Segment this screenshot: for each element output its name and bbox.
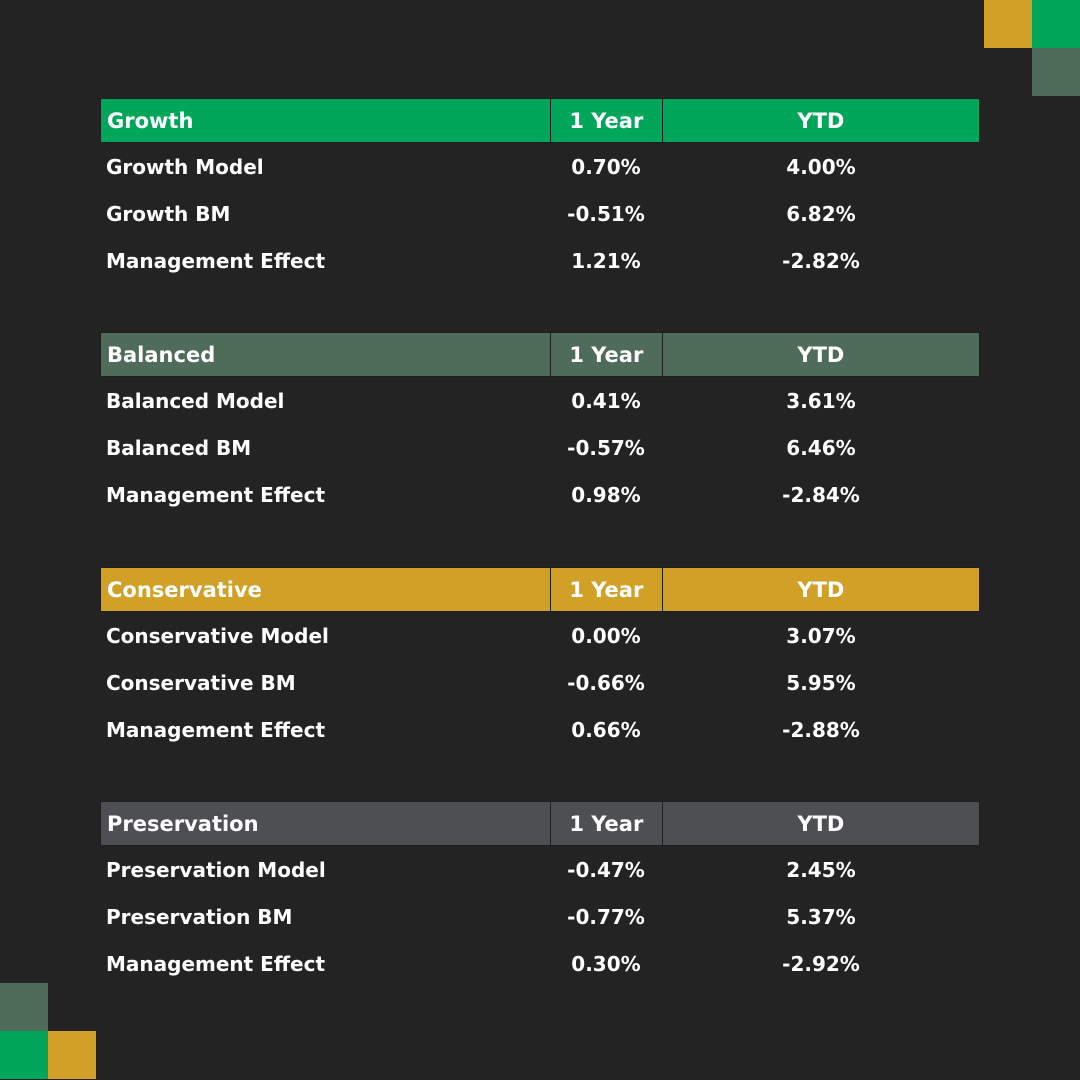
row-label: Preservation Model	[106, 857, 326, 882]
conservative-header-row: Conservative 1 Year YTD	[100, 567, 980, 612]
row-1year-value: -0.51%	[567, 201, 645, 226]
row-1year-value: 0.66%	[571, 717, 641, 742]
row-ytd-value: -2.82%	[782, 248, 860, 273]
table-row: Conservative BM -0.66% 5.95%	[100, 659, 980, 706]
preservation-header-row: Preservation 1 Year YTD	[100, 801, 980, 846]
corner-square-gold	[984, 0, 1032, 48]
row-label: Growth BM	[106, 201, 231, 226]
corner-square-green	[0, 1031, 48, 1079]
row-1year-value: 0.41%	[571, 388, 641, 413]
row-1year-value: -0.66%	[567, 670, 645, 695]
corner-square-green	[1032, 0, 1080, 48]
row-label: Growth Model	[106, 154, 264, 179]
balanced-table: Balanced 1 Year YTD Balanced Model 0.41%…	[100, 332, 980, 518]
row-1year-value: 0.00%	[571, 623, 641, 648]
row-1year-value: -0.47%	[567, 857, 645, 882]
row-label: Conservative Model	[106, 623, 329, 648]
conservative-table: Conservative 1 Year YTD Conservative Mod…	[100, 567, 980, 753]
preservation-table: Preservation 1 Year YTD Preservation Mod…	[100, 801, 980, 987]
table-row: Management Effect 0.30% -2.92%	[100, 940, 980, 987]
table-row: Balanced BM -0.57% 6.46%	[100, 424, 980, 471]
growth-header-row: Growth 1 Year YTD	[100, 98, 980, 143]
row-label: Management Effect	[106, 717, 326, 742]
corner-square-gold	[48, 1031, 96, 1079]
balanced-header-ytd: YTD	[661, 333, 979, 376]
preservation-header-label: Preservation	[107, 811, 259, 836]
row-ytd-value: 6.82%	[786, 201, 856, 226]
growth-header-1year: 1 Year	[549, 99, 662, 142]
balanced-header-label: Balanced	[107, 342, 216, 367]
row-1year-value: 0.70%	[571, 154, 641, 179]
balanced-header-row: Balanced 1 Year YTD	[100, 332, 980, 377]
row-1year-value: -0.57%	[567, 435, 645, 460]
balanced-header-1year: 1 Year	[549, 333, 662, 376]
row-ytd-value: 5.37%	[786, 904, 856, 929]
row-1year-value: 0.30%	[571, 951, 641, 976]
row-1year-value: -0.77%	[567, 904, 645, 929]
row-ytd-value: -2.92%	[782, 951, 860, 976]
table-row: Balanced Model 0.41% 3.61%	[100, 377, 980, 424]
row-label: Conservative BM	[106, 670, 296, 695]
row-ytd-value: -2.84%	[782, 482, 860, 507]
table-row: Management Effect 0.66% -2.88%	[100, 706, 980, 753]
table-row: Conservative Model 0.00% 3.07%	[100, 612, 980, 659]
corner-square-sage	[0, 983, 48, 1031]
row-ytd-value: 2.45%	[786, 857, 856, 882]
row-1year-value: 1.21%	[571, 248, 641, 273]
preservation-header-ytd: YTD	[661, 802, 979, 845]
preservation-header-1year: 1 Year	[549, 802, 662, 845]
row-ytd-value: -2.88%	[782, 717, 860, 742]
row-label: Management Effect	[106, 248, 326, 273]
row-ytd-value: 3.07%	[786, 623, 856, 648]
conservative-header-ytd: YTD	[661, 568, 979, 611]
row-ytd-value: 3.61%	[786, 388, 856, 413]
growth-header-label: Growth	[107, 108, 194, 133]
table-row: Growth Model 0.70% 4.00%	[100, 143, 980, 190]
row-label: Balanced BM	[106, 435, 252, 460]
table-row: Management Effect 1.21% -2.82%	[100, 237, 980, 284]
row-ytd-value: 4.00%	[786, 154, 856, 179]
table-row: Growth BM -0.51% 6.82%	[100, 190, 980, 237]
row-label: Management Effect	[106, 482, 326, 507]
row-ytd-value: 6.46%	[786, 435, 856, 460]
row-label: Balanced Model	[106, 388, 285, 413]
table-row: Preservation BM -0.77% 5.37%	[100, 893, 980, 940]
table-row: Management Effect 0.98% -2.84%	[100, 471, 980, 518]
conservative-header-label: Conservative	[107, 577, 262, 602]
row-label: Management Effect	[106, 951, 326, 976]
table-row: Preservation Model -0.47% 2.45%	[100, 846, 980, 893]
corner-square-sage	[1032, 48, 1080, 96]
growth-table: Growth 1 Year YTD Growth Model 0.70% 4.0…	[100, 98, 980, 284]
row-ytd-value: 5.95%	[786, 670, 856, 695]
row-1year-value: 0.98%	[571, 482, 641, 507]
row-label: Preservation BM	[106, 904, 293, 929]
conservative-header-1year: 1 Year	[549, 568, 662, 611]
growth-header-ytd: YTD	[661, 99, 979, 142]
